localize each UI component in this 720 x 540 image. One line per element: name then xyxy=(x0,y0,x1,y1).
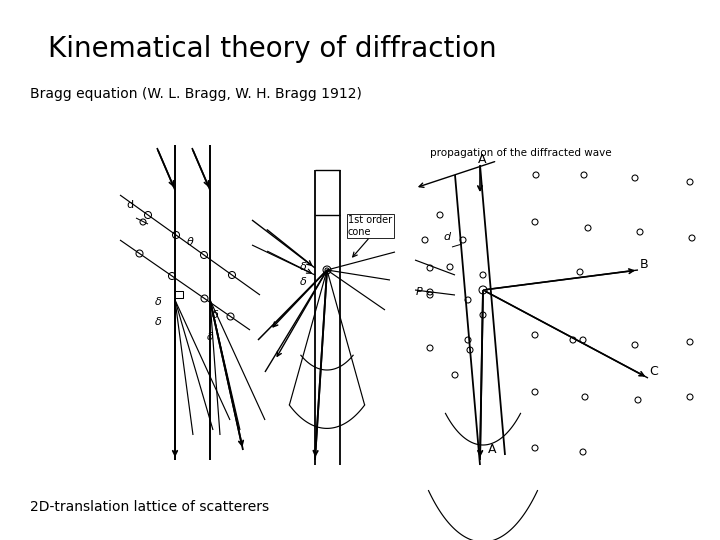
Text: d: d xyxy=(443,232,450,242)
Text: P: P xyxy=(416,287,423,297)
Text: δ: δ xyxy=(212,310,219,320)
Text: B: B xyxy=(640,258,649,271)
Text: δ: δ xyxy=(300,277,307,287)
Text: δ: δ xyxy=(300,262,307,272)
Text: θ: θ xyxy=(187,237,194,247)
Text: 2D-translation lattice of scatterers: 2D-translation lattice of scatterers xyxy=(30,500,269,514)
Text: propagation of the diffracted wave: propagation of the diffracted wave xyxy=(419,148,611,187)
Text: δ: δ xyxy=(155,317,162,327)
Text: Bragg equation (W. L. Bragg, W. H. Bragg 1912): Bragg equation (W. L. Bragg, W. H. Bragg… xyxy=(30,87,362,101)
Text: Kinematical theory of diffraction: Kinematical theory of diffraction xyxy=(48,35,497,63)
Text: δ: δ xyxy=(155,297,162,307)
Text: d: d xyxy=(126,200,133,210)
Text: A: A xyxy=(478,153,487,166)
Text: C: C xyxy=(649,365,658,378)
Text: A: A xyxy=(488,443,497,456)
Text: 1st order
cone: 1st order cone xyxy=(348,215,392,237)
Text: δ: δ xyxy=(207,332,214,342)
